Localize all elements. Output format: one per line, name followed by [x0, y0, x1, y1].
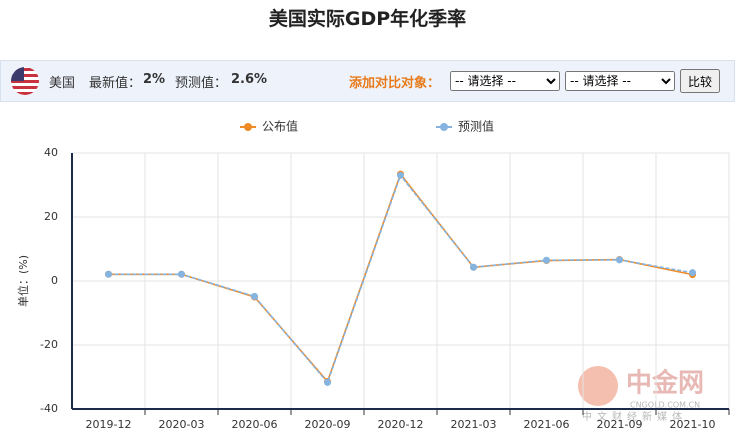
- x-tick-label: 2019-12: [86, 418, 132, 431]
- data-point: [251, 293, 258, 301]
- data-point: [616, 256, 623, 264]
- x-tick-label: 2020-03: [159, 418, 205, 431]
- data-point: [105, 270, 112, 278]
- data-point: [543, 256, 550, 264]
- data-point: [689, 269, 696, 277]
- data-point: [178, 270, 185, 278]
- y-tick-label: -40: [40, 402, 58, 415]
- latest-value: 2%: [143, 72, 166, 87]
- x-tick-label: 2021-10: [670, 418, 716, 431]
- x-tick-label: 2021-06: [524, 418, 570, 431]
- compare-button[interactable]: 比较: [680, 69, 721, 93]
- watermark-brand: 中金网: [626, 368, 704, 399]
- data-point: [470, 263, 477, 271]
- y-tick-label: 40: [44, 146, 58, 159]
- flag-icon: [11, 67, 39, 95]
- data-point: [397, 171, 404, 179]
- data-point: [178, 270, 185, 278]
- data-point: [616, 256, 623, 264]
- chart-title: 美国实际GDP年化季率: [268, 8, 467, 30]
- select[interactable]: -- 请选择 --: [450, 71, 560, 91]
- x-tick-label: 2021-09: [597, 418, 643, 431]
- data-point: [543, 257, 550, 265]
- forecast-value: 2.6%: [231, 72, 268, 87]
- x-tick-label: 2020-09: [305, 418, 351, 431]
- forecast-label: 预测值：: [175, 76, 228, 91]
- series-line: [108, 172, 693, 384]
- y-tick-label: 20: [44, 210, 58, 223]
- toolbar: 美国 最新值： 2% 预测值： 2.6% 添加对比对象： -- 请选择 -- -…: [0, 60, 735, 102]
- x-tick-label: 2020-06: [232, 418, 278, 431]
- watermark-slogan: 中文财经新媒体: [582, 410, 687, 423]
- x-tick-label: 2021-03: [451, 418, 497, 431]
- data-point: [324, 378, 331, 386]
- data-point: [105, 270, 112, 278]
- data-point: [251, 292, 258, 300]
- compare-label: 添加对比对象：: [349, 76, 441, 91]
- select[interactable]: -- 请选择 --: [565, 71, 675, 91]
- data-point: [470, 263, 477, 271]
- legend-marker: [440, 123, 448, 131]
- legend-marker: [244, 123, 252, 131]
- watermark-site: CNGOLD.COM.CN: [630, 401, 700, 410]
- country: 美国: [49, 76, 76, 91]
- watermark: 中金网 中文财经新媒体 CNGOLD.COM.CN: [578, 366, 704, 423]
- legend-label: 预测值: [458, 119, 494, 134]
- data-point: [397, 170, 404, 178]
- latest-label: 最新值：: [89, 76, 142, 91]
- legend-label: 公布值: [262, 119, 298, 134]
- x-tick-label: 2020-12: [378, 418, 424, 431]
- y-tick-label: -20: [40, 338, 58, 351]
- data-point: [689, 271, 696, 279]
- series-line: [108, 173, 693, 385]
- y-tick-label: 0: [51, 274, 58, 287]
- data-point: [324, 377, 331, 385]
- y-axis-label: 单位：(%): [16, 255, 30, 307]
